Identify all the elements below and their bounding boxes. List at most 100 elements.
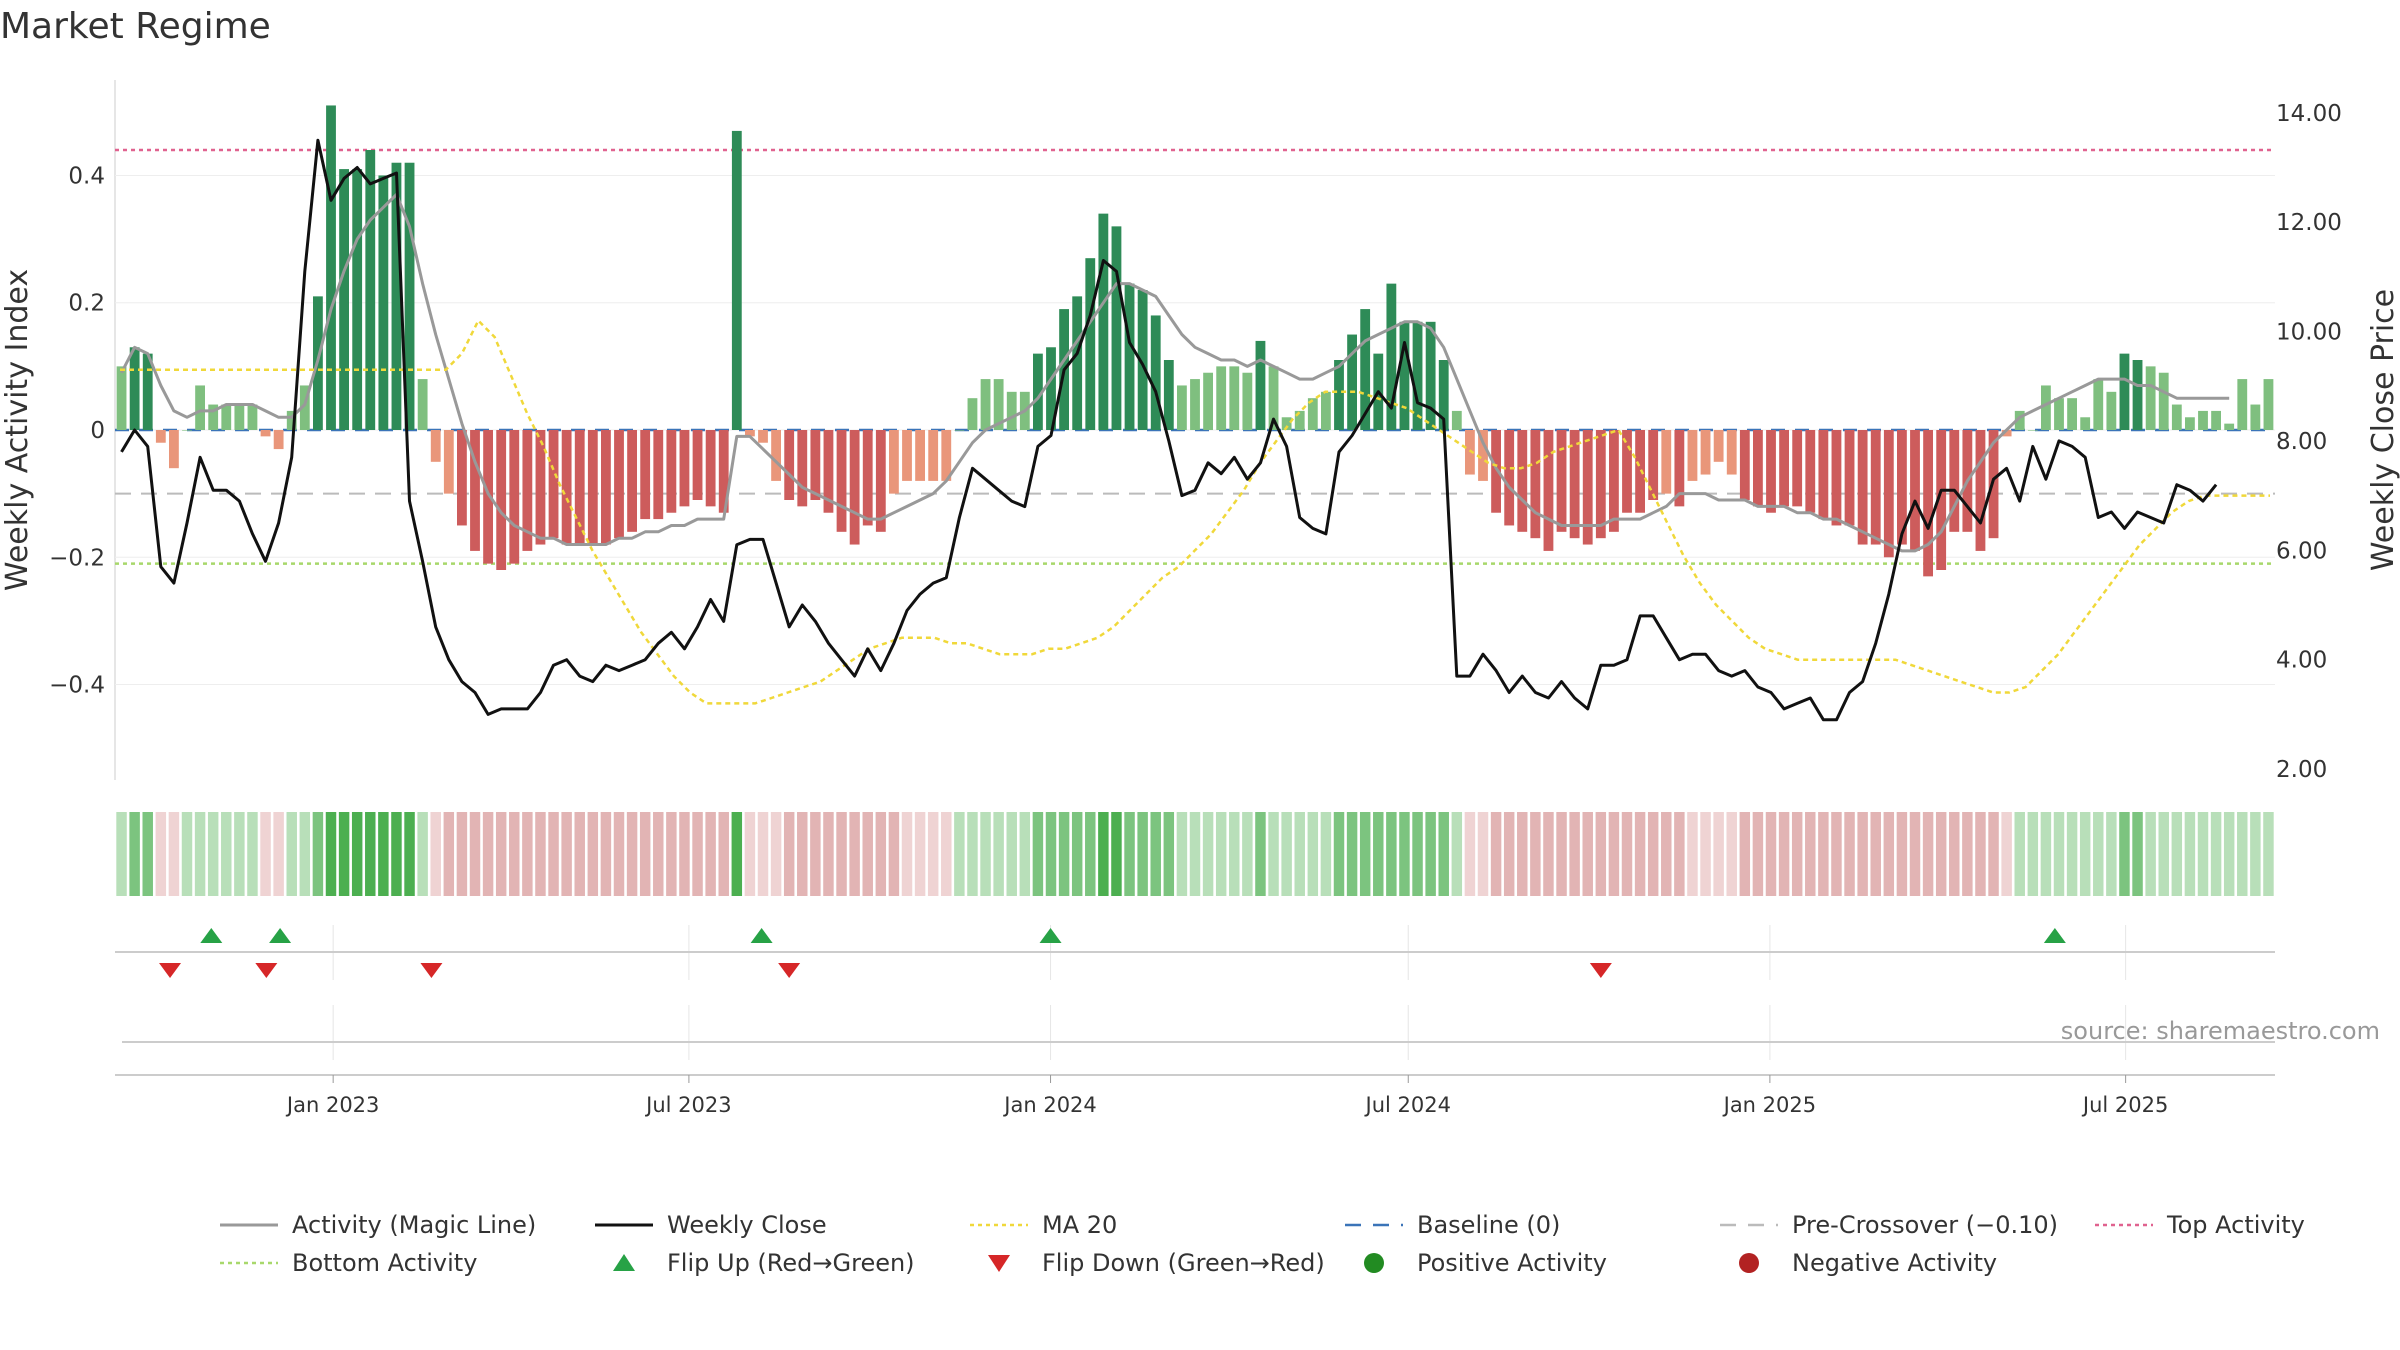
activity-bar — [1242, 372, 1253, 430]
regime-cell — [1229, 812, 1240, 896]
activity-bar — [208, 404, 219, 430]
regime-cell — [260, 812, 271, 896]
regime-cell — [535, 812, 546, 896]
regime-cell — [286, 812, 297, 896]
x-tick-label: Jan 2023 — [285, 1093, 380, 1117]
regime-cell — [142, 812, 153, 896]
regime-cell — [2001, 812, 2012, 896]
regime-cell — [1634, 812, 1646, 896]
activity-bar — [1190, 379, 1200, 430]
legend-label: Weekly Close — [667, 1211, 827, 1239]
activity-bar — [247, 404, 258, 430]
regime-cell — [1281, 812, 1292, 896]
activity-bar — [1203, 372, 1213, 430]
activity-bar — [1805, 430, 1816, 513]
flip-down-marker — [778, 963, 801, 978]
regime-cell — [744, 812, 756, 896]
regime-cell — [561, 812, 572, 896]
activity-bar — [1399, 321, 1410, 430]
activity-bar — [234, 404, 245, 430]
activity-bar — [1150, 315, 1161, 430]
regime-cell — [757, 812, 769, 896]
regime-cell — [1582, 812, 1593, 896]
activity-bar — [679, 430, 690, 507]
legend-item-ma20: MA 20 — [970, 1211, 1117, 1239]
regime-cell — [273, 812, 284, 896]
regime-cell — [1700, 812, 1711, 896]
activity-bar — [221, 404, 232, 430]
activity-bar — [1530, 430, 1541, 539]
regime-cell — [888, 812, 900, 896]
regime-cell — [1464, 812, 1476, 896]
activity-bar — [745, 430, 755, 437]
regime-cell — [1975, 812, 1986, 896]
activity-bar — [902, 430, 912, 481]
right-tick-label: 8.00 — [2276, 429, 2327, 455]
flip-down-marker — [1589, 963, 1612, 978]
legend-item-magic: Activity (Magic Line) — [220, 1211, 536, 1239]
legend-label: Positive Activity — [1417, 1249, 1607, 1277]
regime-cell — [1019, 812, 1031, 896]
regime-cell — [299, 812, 311, 896]
legend-swatch — [1739, 1253, 1759, 1273]
regime-cell — [1215, 812, 1227, 896]
activity-bar — [1975, 430, 1986, 551]
activity-bar — [1137, 290, 1148, 430]
regime-cell — [2210, 812, 2222, 896]
regime-cell — [522, 812, 533, 896]
activity-bar — [2263, 379, 2274, 430]
regime-cell — [234, 812, 245, 896]
activity-bar — [2119, 353, 2130, 430]
activity-bar — [2198, 410, 2208, 430]
activity-bar — [915, 430, 925, 481]
activity-bar — [705, 430, 716, 507]
activity-bar — [1897, 430, 1907, 545]
activity-bar — [299, 385, 310, 430]
activity-bar — [404, 162, 415, 430]
activity-bar — [1923, 430, 1933, 577]
activity-bar — [2054, 398, 2064, 430]
regime-cell — [1661, 812, 1672, 896]
regime-cell — [469, 812, 481, 896]
activity-bar — [1844, 430, 1855, 526]
activity-bar — [1543, 430, 1554, 551]
regime-cell — [1883, 812, 1895, 896]
activity-bar — [470, 430, 480, 551]
legend-swatch — [988, 1255, 1010, 1272]
activity-bar — [731, 130, 742, 430]
x-tick-label: Jul 2024 — [1364, 1093, 1451, 1117]
regime-cell — [993, 812, 1004, 896]
legend-label: MA 20 — [1042, 1211, 1117, 1239]
activity-bar — [928, 430, 939, 481]
activity-bar — [601, 430, 611, 545]
regime-cell — [1176, 812, 1188, 896]
regime-cell — [1071, 812, 1083, 896]
legend-item-pos: Positive Activity — [1364, 1249, 1607, 1277]
activity-bar — [1216, 366, 1227, 430]
activity-bar — [2093, 379, 2104, 430]
regime-cell — [2184, 812, 2196, 896]
activity-bar — [195, 385, 205, 430]
legend-item-bottom: Bottom Activity — [220, 1249, 477, 1277]
activity-bar — [116, 366, 127, 430]
legend-label: Flip Up (Red→Green) — [667, 1249, 915, 1277]
regime-cell — [797, 812, 808, 896]
activity-bar — [1334, 360, 1344, 430]
regime-cell — [1713, 812, 1724, 896]
activity-bar — [1883, 430, 1894, 558]
regime-cell — [1752, 812, 1764, 896]
activity-bar — [352, 169, 363, 430]
activity-bar — [1556, 430, 1567, 532]
activity-bar — [286, 410, 297, 430]
left-axis-ticks: 0.4 0.2 0 −0.2 −0.4 — [49, 163, 105, 698]
activity-bar — [1569, 430, 1580, 539]
regime-cell — [1163, 812, 1175, 896]
activity-bar — [614, 430, 624, 539]
regime-cell — [2132, 812, 2143, 896]
weekly-close-line — [120, 138, 2218, 722]
activity-bar — [1831, 430, 1842, 526]
regime-cell — [155, 812, 167, 896]
legend-swatch — [1364, 1253, 1384, 1273]
regime-cell — [1949, 812, 1960, 896]
x-tick-label: Jan 2024 — [1002, 1093, 1097, 1117]
